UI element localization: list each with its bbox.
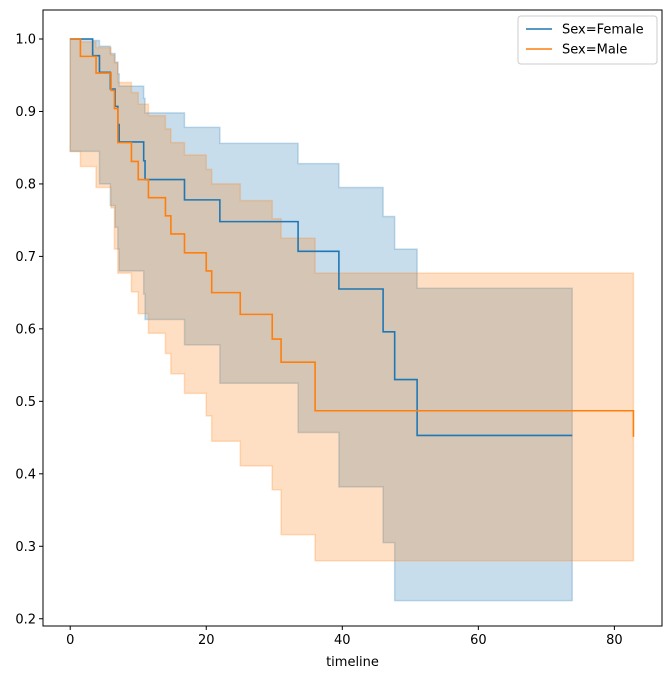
legend-entry-label: Sex=Female (562, 23, 644, 38)
y-tick-label: 0.6 (15, 322, 36, 337)
legend-box (517, 15, 658, 65)
y-tick-label: 0.4 (15, 467, 36, 482)
x-tick-label: 0 (66, 633, 74, 648)
axes-frame (42, 9, 663, 627)
legend-entry-label: Sex=Male (562, 43, 627, 58)
x-tick-label: 60 (470, 633, 487, 648)
confidence-band-sex-male (69, 38, 635, 562)
axes: 0 20 40 60 80 0.2 0.3 0.4 0.5 0.6 0.7 0.8 0.9 1.0 (15, 9, 663, 648)
plot-area (69, 38, 635, 602)
x-axis-label: timeline (326, 655, 379, 670)
y-tick-label: 0.9 (15, 105, 36, 120)
x-tick-label: 40 (334, 633, 351, 648)
y-tick-label: 0.8 (15, 177, 36, 192)
y-tick-label: 1.0 (15, 32, 36, 47)
x-tick-label: 80 (606, 633, 623, 648)
y-tick-label: 0.7 (15, 250, 36, 265)
x-tick-label: 20 (198, 633, 215, 648)
y-tick-label: 0.3 (15, 540, 36, 555)
y-tick-label: 0.5 (15, 395, 36, 410)
confidence-band-sex-female (69, 38, 573, 602)
survival-line-sex-male (70, 38, 635, 437)
y-tick-label: 0.2 (15, 612, 36, 627)
legend: Sex=Female Sex=Male (517, 15, 658, 65)
